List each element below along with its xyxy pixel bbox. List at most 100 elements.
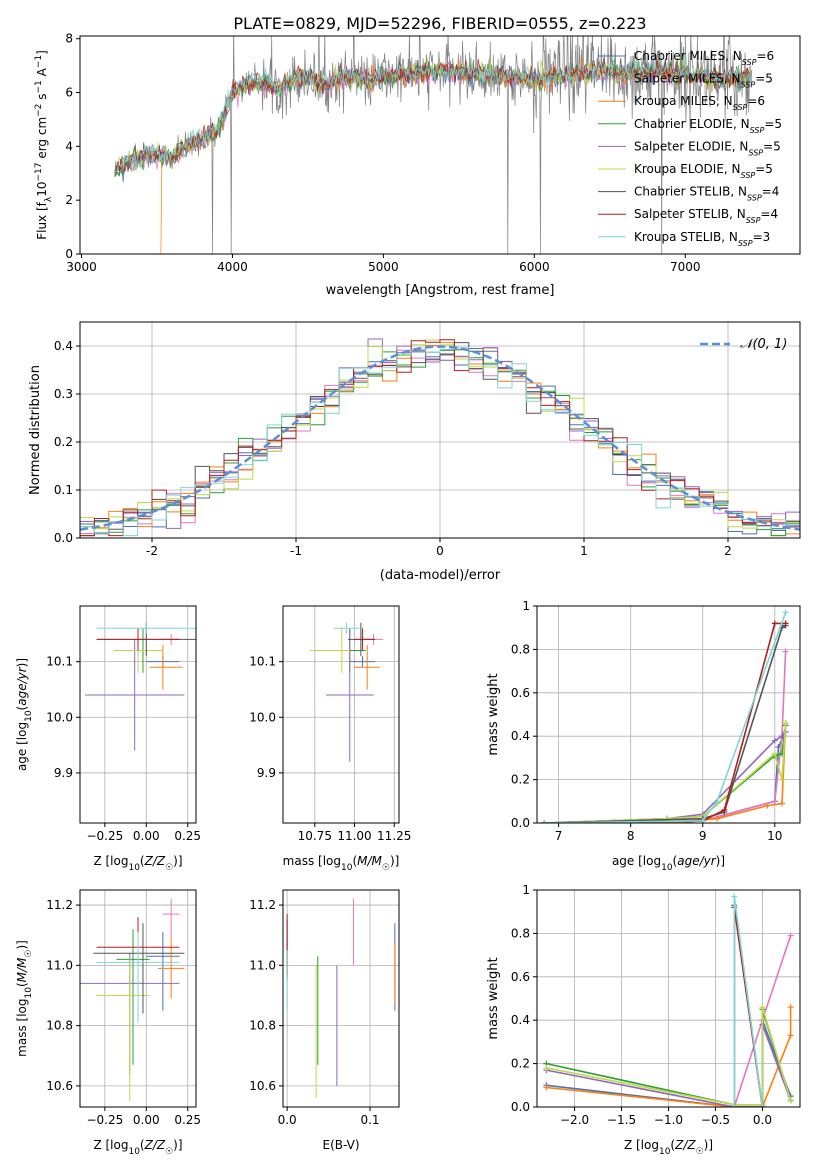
axes: 3000 4000 5000 6000 7000 0 2 4 6 8 wavelength [Ang… — [34, 32, 801, 298]
label-part: ( — [673, 854, 678, 868]
panel-massweight_vs_Z: −2.0 −1.5 −1.0 −0.5 0.0 0.0 0.2 0.4 0.6 0.8 1 Z [lo… — [486, 883, 801, 1157]
label-part: E(B-V) — [322, 1138, 359, 1152]
x-tick-label: −1.5 — [607, 1113, 636, 1127]
label-part: 10 — [659, 1147, 671, 1157]
axes: 10.75 11.00 11.25 9.9 10.0 10.1 mass [log10(M/… — [249, 605, 411, 873]
y-tick-label: 9.9 — [257, 766, 276, 780]
x-tick-label: 0.0 — [753, 1113, 772, 1127]
histogram-chabrier-stelib — [80, 342, 800, 537]
label-part: ] — [35, 50, 49, 55]
label-part: 10 — [341, 863, 353, 873]
plot-area — [80, 338, 800, 537]
axes-frame — [79, 605, 197, 824]
label-part: Flux [f — [35, 201, 49, 239]
label-part: ( — [15, 982, 29, 987]
legend-text: Kroupa ELODIE, N — [634, 162, 741, 176]
y-axis-label: Flux [fλ10−17 erg cm−2 s−1 A−1] — [34, 50, 54, 240]
y-tick-label: 10.1 — [249, 655, 276, 669]
legend-label: Chabrier STELIB, NSSP=4 — [634, 185, 779, 203]
errorbar-kroupa-stelib — [96, 932, 180, 1023]
axes: −0.25 0.00 0.259.910.010.1Z [log10(Z/Z☉)]a… — [15, 605, 201, 873]
legend-label: Chabrier MILES, NSSP=6 — [634, 49, 774, 67]
plot-area — [310, 622, 384, 762]
legend-value: =5 — [755, 72, 773, 86]
y-tick-label: 0.2 — [511, 773, 530, 787]
y-tick-label: 10.6 — [46, 1079, 73, 1093]
label-part: ☉ — [165, 1147, 173, 1157]
x-axis-label: (data-model)/error — [380, 568, 501, 583]
legend-sub: SSP — [747, 193, 762, 202]
y-tick-label: 9.9 — [54, 766, 73, 780]
figure-title: PLATE=0829, MJD=52296, FIBERID=0555, z=0… — [233, 14, 646, 33]
label-part: 10 — [24, 987, 34, 999]
errorbar-chabrier-stelib — [93, 923, 185, 1014]
y-tick-label: 2 — [65, 193, 73, 207]
legend-value: =6 — [756, 49, 774, 63]
x-tick-label: −0.5 — [701, 1113, 730, 1127]
x-axis-label: E(B-V) — [322, 1138, 359, 1152]
weight-line — [733, 896, 764, 1107]
legend-value: =4 — [762, 185, 780, 199]
x-tick-label: 11.25 — [377, 829, 411, 843]
label-part: ( — [352, 854, 357, 868]
y-tick-label: 11.0 — [249, 958, 276, 972]
legend-text: Chabrier ELODIE, N — [634, 117, 750, 131]
y-axis-label: mass [log10(M/M☉)] — [15, 940, 34, 1057]
errorbar-salpeter-miles — [162, 899, 180, 939]
label-part: )] — [390, 854, 399, 868]
weight-marker — [731, 1104, 738, 1107]
axes-frame — [282, 605, 400, 824]
y-tick-label: 0.1 — [54, 483, 73, 497]
y-tick-label: 0.8 — [511, 642, 530, 656]
weight-marker — [543, 1084, 550, 1091]
panel-spectrum: 3000 4000 5000 6000 7000 0 2 4 6 8 wavelength [Ang… — [34, 32, 801, 298]
y-axis-label: mass weight — [486, 957, 501, 1039]
label-part: )] — [173, 854, 182, 868]
errorbar-salpeter-stelib — [354, 628, 376, 651]
legend-text: Salpeter STELIB, N — [634, 207, 746, 221]
x-axis-label: age [log10(age/yr)] — [612, 854, 725, 873]
legend-value: =3 — [753, 230, 771, 244]
weight-marker — [782, 648, 789, 655]
errorbar-kroupa-stelib — [96, 622, 196, 634]
panel-age_vs_Z: −0.25 0.00 0.259.910.010.1Z [log10(Z/Z☉)]a… — [15, 605, 201, 873]
x-tick-label: 10 — [767, 829, 782, 843]
plot-area — [80, 899, 185, 1101]
weight-kroupa-stelib — [731, 893, 766, 1107]
legend-text: Kroupa STELIB, N — [634, 230, 738, 244]
x-tick-label: 7000 — [670, 260, 701, 274]
x-tick-label: 8 — [627, 829, 635, 843]
x-tick-label: 7 — [555, 829, 563, 843]
label-part: 10 — [128, 863, 140, 873]
x-tick-label: 10.75 — [298, 829, 332, 843]
label-part: ☉ — [24, 950, 34, 958]
legend-label: Kroupa MILES, NSSP=6 — [634, 94, 765, 112]
weight-chabrier-stelib — [541, 622, 789, 823]
errorbar-salpeter-elodie — [84, 639, 185, 751]
weight-marker — [787, 1032, 794, 1039]
weight-marker — [759, 1004, 766, 1011]
errorbar-kroupa-miles — [354, 644, 380, 690]
weight-marker — [778, 776, 785, 783]
x-tick-label: 0.25 — [174, 1113, 201, 1127]
x-tick-label: 0.25 — [174, 829, 201, 843]
weight-marker — [771, 737, 778, 744]
x-axis-label: Z [log10(Z/Z☉)] — [93, 854, 182, 873]
legend-value: =5 — [763, 139, 781, 153]
label-part: Z/Z — [144, 854, 166, 868]
y-tick-label: 11.2 — [249, 898, 276, 912]
plot-area — [114, 36, 753, 254]
legend-label: Salpeter STELIB, NSSP=4 — [634, 207, 778, 225]
x-tick-label: 3000 — [66, 260, 97, 274]
y-tick-label: 0.0 — [54, 531, 73, 545]
x-tick-label: −1.0 — [654, 1113, 683, 1127]
plot-area — [541, 609, 789, 823]
weight-salpeter-elodie — [541, 728, 789, 823]
weight-marker — [787, 932, 794, 939]
y-tick-label: 11.0 — [46, 958, 73, 972]
label-part: 10 — [24, 710, 34, 722]
y-tick-label: 0.6 — [511, 686, 530, 700]
legend-sub: SSP — [733, 103, 748, 112]
weight-line — [544, 624, 787, 823]
label-part: −2 — [34, 104, 44, 117]
